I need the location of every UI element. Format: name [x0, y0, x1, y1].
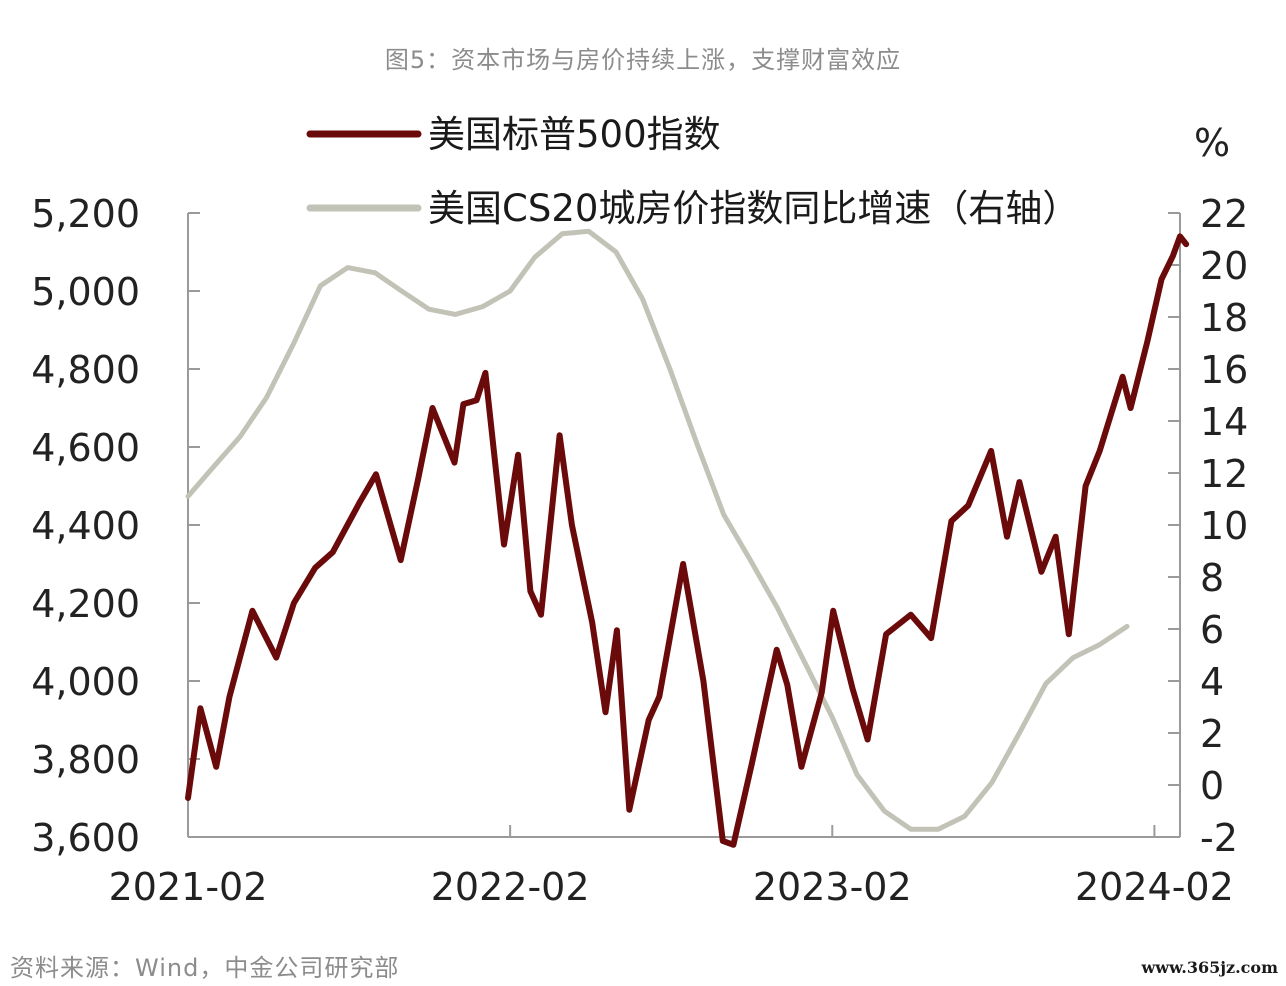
right-tick-label: -2	[1200, 816, 1238, 860]
right-tick-label: 14	[1200, 400, 1248, 444]
right-tick-label: 4	[1200, 660, 1224, 704]
right-tick-label: 22	[1200, 192, 1248, 236]
left-tick-label: 5,000	[31, 270, 140, 314]
right-tick-label: 16	[1200, 348, 1248, 392]
left-tick-label: 3,800	[31, 738, 140, 782]
series-line-cs20	[185, 228, 1130, 832]
right-axis-unit: %	[1194, 121, 1230, 165]
left-tick-label: 5,200	[31, 192, 140, 236]
left-tick-label: 4,600	[31, 426, 140, 470]
series-line-sp500	[185, 233, 1190, 848]
left-tick-label: 4,400	[31, 504, 140, 548]
watermark: www.365jz.com	[1141, 958, 1278, 977]
x-tick-label: 2024-02	[1075, 865, 1234, 909]
x-tick-label: 2023-02	[753, 865, 912, 909]
x-tick-label: 2021-02	[109, 865, 268, 909]
left-tick-label: 4,000	[31, 660, 140, 704]
right-tick-label: 12	[1200, 452, 1248, 496]
axes: 3,600 3,800 4,000 4,200 4,400 4,600 4,800 5,000…	[31, 121, 1248, 909]
right-tick-label: 2	[1200, 712, 1224, 756]
right-tick-label: 20	[1200, 244, 1248, 288]
legend-label-sp500: 美国标普500指数	[428, 113, 721, 156]
legend-label-cs20: 美国CS20城房价指数同比增速（右轴）	[428, 187, 1079, 230]
chart-title: 图5：资本市场与房价持续上涨，支撑财富效应	[384, 46, 902, 74]
source-note: 资料来源：Wind，中金公司研究部	[10, 954, 400, 982]
left-tick-label: 4,200	[31, 582, 140, 626]
legend: 美国标普500指数 美国CS20城房价指数同比增速（右轴）	[306, 113, 1079, 230]
x-tick-label: 2022-02	[431, 865, 590, 909]
right-tick-label: 10	[1200, 504, 1248, 548]
left-tick-label: 4,800	[31, 348, 140, 392]
right-tick-label: 0	[1200, 764, 1224, 808]
right-tick-label: 8	[1200, 556, 1224, 600]
right-tick-label: 6	[1200, 608, 1224, 652]
left-tick-label: 3,600	[31, 816, 140, 860]
right-tick-label: 18	[1200, 296, 1248, 340]
series-layer	[185, 228, 1190, 848]
